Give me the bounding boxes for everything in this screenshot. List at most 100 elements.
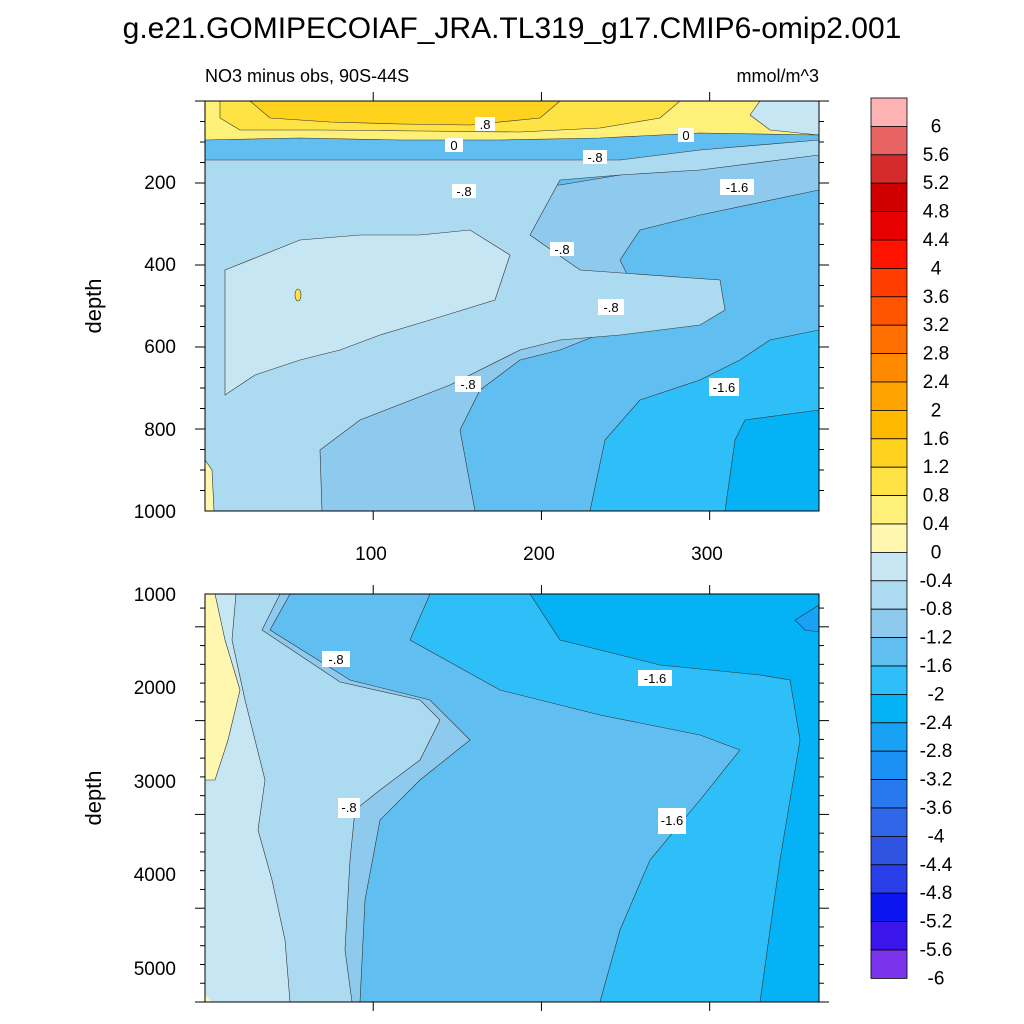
- contour-label-box: [720, 179, 754, 195]
- upper-band-minus04-surface: [749, 101, 819, 136]
- colorbar-label: -0.8: [920, 599, 953, 620]
- upper-band-minus08: [205, 139, 819, 511]
- lower-band-zero: [205, 594, 241, 781]
- upper-positive-spot: [294, 288, 302, 302]
- colorbar-label: -6: [928, 968, 945, 989]
- contour-label: -1.6: [661, 813, 683, 828]
- lower-y-axis-label: depth: [81, 770, 106, 825]
- y-tick-label: 3000: [134, 772, 176, 793]
- y-tick-label: 1000: [134, 502, 176, 523]
- contour-label-box: [550, 242, 574, 256]
- colorbar-label: -4: [928, 826, 945, 847]
- colorbar-label: 4.4: [923, 230, 950, 251]
- lower-frame: [204, 593, 820, 1003]
- colorbar-label: -2.8: [920, 741, 953, 762]
- colorbar-label: 0: [931, 542, 942, 563]
- upper-contour-field: .8 0 0 -.8 -.8 -1.6 -.8 -.8 -.8 -1.6: [205, 101, 819, 511]
- colorbar-label: 1.2: [923, 457, 949, 478]
- contour-label: -.8: [587, 150, 602, 165]
- contour-label-box: [322, 651, 350, 667]
- y-tick-label: 600: [144, 337, 176, 358]
- colorbar-swatch: [870, 97, 908, 127]
- colorbar-swatch: [870, 466, 908, 497]
- colorbar-label: 2: [931, 400, 942, 421]
- y-tick-label: 2000: [134, 678, 176, 699]
- contour-label: -.8: [341, 800, 356, 815]
- colorbar-swatch: [870, 608, 908, 639]
- colorbar-label: 5.2: [923, 173, 949, 194]
- colorbar-swatch: [870, 211, 908, 241]
- upper-band-zero-bottom: [205, 459, 215, 511]
- colorbar-swatch: [870, 381, 908, 411]
- contour-label-box: [455, 376, 481, 392]
- x-tick-label: 100: [355, 544, 387, 565]
- upper-units: mmol/m^3: [737, 66, 819, 86]
- upper-y-axis-label: depth: [81, 278, 106, 333]
- lower-contour-field: -.8 -1.6 -.8 -1.6: [205, 594, 819, 1002]
- colorbar-label: 2.4: [923, 372, 950, 393]
- colorbar-label: 1.6: [923, 429, 949, 450]
- colorbar-swatch: [870, 353, 908, 383]
- upper-ticks: [195, 92, 829, 520]
- colorbar-label: 4: [931, 258, 942, 279]
- lower-ticks: [195, 585, 829, 1011]
- colorbar-label: 2.8: [923, 344, 949, 365]
- upper-contour-labels: .8 0 0 -.8 -.8 -1.6 -.8 -.8 -.8 -1.6: [445, 117, 754, 396]
- colorbar-swatch: [870, 892, 908, 923]
- contour-label-box: [709, 378, 739, 396]
- colorbar-label: 6: [931, 116, 942, 137]
- contour-label-box: [598, 299, 624, 315]
- colorbar-label: 5.6: [923, 145, 949, 166]
- colorbar-label: -4.8: [920, 883, 953, 904]
- contour-label: -.8: [554, 242, 569, 257]
- contour-label-box: [445, 138, 463, 152]
- colorbar-label: -4.4: [920, 855, 953, 876]
- contour-label: -.8: [456, 184, 471, 199]
- colorbar-swatch: [870, 409, 908, 440]
- y-tick-label: 1000: [134, 585, 176, 606]
- colorbar-swatch: [870, 552, 908, 582]
- colorbar-swatch: [870, 807, 908, 837]
- contour-label-box: [452, 184, 476, 198]
- x-tick-label: 300: [691, 544, 723, 565]
- contour-label: -.8: [328, 652, 343, 667]
- contour-label-box: [658, 808, 686, 834]
- contour-label: 0: [450, 138, 457, 153]
- colorbar-swatch: [870, 154, 908, 184]
- contour-label-box: [638, 670, 672, 686]
- colorbar: 6 5.6 5.2 4.8 4.4 4 3.6 3.2 2.8 2.4 2 1.6 1.2 0.8 0.4 0…: [870, 97, 953, 989]
- colorbar-swatch: [870, 182, 908, 212]
- colorbar-label: -2.4: [920, 713, 953, 734]
- colorbar-label: -3.2: [920, 770, 953, 791]
- y-tick-label: 800: [144, 420, 176, 441]
- y-tick-label: 5000: [134, 959, 176, 980]
- contour-label-box: [338, 798, 360, 818]
- colorbar-label: -2: [928, 684, 945, 705]
- colorbar-swatch: [870, 864, 908, 894]
- contour-label-box: [583, 150, 607, 164]
- contour-label-box: [678, 128, 694, 142]
- lower-panel: -.8 -1.6 -.8 -1.6 1000 2000 3000 4000 50…: [81, 585, 829, 1011]
- colorbar-swatch: [870, 836, 908, 866]
- y-tick-label: 200: [144, 173, 176, 194]
- x-tick-label: 200: [523, 544, 555, 565]
- lower-band-minus28: [794, 604, 819, 633]
- colorbar-swatch: [870, 239, 908, 269]
- colorbar-swatch: [870, 126, 908, 156]
- colorbar-swatch: [870, 694, 908, 724]
- colorbar-swatch: [870, 637, 908, 667]
- contour-label: -.8: [603, 300, 618, 315]
- colorbar-swatch: [870, 296, 908, 326]
- contour-label: -.8: [460, 377, 475, 392]
- upper-band-minus04: [224, 229, 511, 396]
- colorbar-swatch: [870, 523, 908, 553]
- colorbar-label: -1.2: [920, 628, 953, 649]
- colorbar-swatch: [870, 580, 908, 610]
- upper-band-minus24: [724, 409, 819, 511]
- colorbar-label: -0.4: [920, 571, 953, 592]
- lower-contour-labels: -.8 -1.6 -.8 -1.6: [322, 651, 686, 834]
- colorbar-label: -3.6: [920, 798, 953, 819]
- colorbar-swatch: [870, 750, 908, 781]
- colorbar-swatch: [870, 779, 908, 809]
